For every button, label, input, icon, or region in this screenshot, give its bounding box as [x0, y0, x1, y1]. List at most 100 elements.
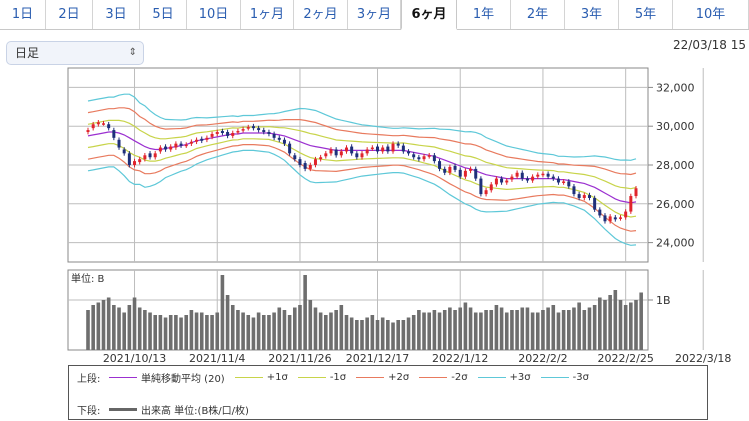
volume-bar [473, 312, 478, 350]
volume-bar [484, 310, 488, 350]
volume-bar [629, 302, 633, 350]
volume-bar [251, 317, 256, 350]
volume-bar [174, 315, 178, 350]
tab-3[interactable]: 5日 [140, 0, 187, 29]
volume-bar [277, 307, 282, 350]
candle-body [319, 157, 323, 160]
volume-bar [210, 315, 214, 350]
volume-bar [137, 307, 142, 350]
candle-body [396, 143, 400, 146]
volume-bar [308, 300, 313, 350]
volume-bar [442, 310, 447, 350]
candle-body [603, 215, 607, 222]
volume-bar [639, 292, 643, 350]
volume-unit-label: 単位: B [71, 272, 105, 285]
candle-body [376, 146, 380, 152]
candle-body [541, 173, 545, 176]
volume-bar [86, 310, 90, 350]
candle-body [158, 147, 162, 152]
candle-body [484, 190, 488, 195]
volume-bar [530, 312, 535, 350]
volume-bar [499, 307, 504, 350]
volume-bar [163, 317, 168, 350]
candle-body [153, 153, 157, 158]
tab-0[interactable]: 1日 [0, 0, 46, 29]
price-tick-label: 24,000 [656, 237, 695, 250]
volume-bar [391, 322, 395, 350]
legend-item-upper-4: -2σ [419, 370, 468, 385]
candle-body [329, 149, 333, 154]
volume-bar [122, 312, 126, 350]
tab-8[interactable]: 6ヶ月 [401, 0, 457, 30]
volume-bar [572, 307, 576, 350]
volume-bar [148, 312, 152, 350]
volume-bar [525, 307, 530, 350]
candle-body [138, 159, 142, 163]
candle-body [117, 139, 121, 148]
x-tick-label: 2022/1/12 [432, 352, 488, 365]
candle-body [350, 146, 354, 154]
candle-body [448, 166, 452, 173]
volume-bar [618, 300, 623, 350]
candle-body [505, 180, 509, 183]
price-tick-label: 26,000 [656, 198, 695, 211]
candle-body [618, 217, 622, 219]
tab-10[interactable]: 2年 [511, 0, 565, 29]
tab-4[interactable]: 10日 [187, 0, 241, 29]
legend-swatch [540, 376, 569, 378]
volume-bar [334, 310, 338, 350]
x-tick-label: 2022/2/25 [597, 352, 653, 365]
candle-body [174, 143, 178, 148]
tab-9[interactable]: 1年 [457, 0, 511, 29]
x-tick-label: 2022/2/2 [518, 352, 567, 365]
tab-1[interactable]: 2日 [46, 0, 93, 29]
legend-swatch [109, 376, 137, 378]
volume-bar [535, 312, 540, 350]
legend-swatch [419, 376, 448, 378]
tab-2[interactable]: 3日 [93, 0, 140, 29]
volume-bar [380, 317, 385, 350]
tab-7[interactable]: 3ヶ月 [348, 0, 401, 29]
legend-upper-items: 単純移動平均 (20) +1σ -1σ +2σ -2σ +3σ -3σ [109, 370, 599, 385]
candle-body [629, 196, 633, 212]
candle-body [386, 146, 390, 152]
volume-bar [448, 307, 452, 350]
bar-interval-select[interactable]: 日足 ⇕ [6, 41, 144, 65]
candle-body [391, 143, 395, 152]
band-plus1-line [87, 119, 637, 190]
candle-body [458, 169, 462, 177]
tab-5[interactable]: 1ヶ月 [241, 0, 294, 29]
candle-body [567, 181, 571, 187]
price-tick-label: 28,000 [656, 159, 695, 172]
candle-body [215, 132, 219, 134]
candle-body [407, 151, 411, 154]
band-minus2-line [87, 144, 637, 232]
tab-12[interactable]: 5年 [619, 0, 673, 29]
legend-item-upper-5: +3σ [477, 370, 531, 385]
legend-swatch [297, 376, 326, 378]
volume-bar [401, 320, 406, 350]
volume-bar [91, 305, 95, 350]
candle-body [339, 151, 343, 156]
candle-body [262, 130, 266, 133]
legend-swatch [234, 376, 263, 378]
tab-11[interactable]: 3年 [565, 0, 619, 29]
volume-bar [515, 310, 519, 350]
volume-bar [561, 310, 566, 350]
tab-6[interactable]: 2ヶ月 [294, 0, 348, 29]
x-tick-label: 2021/11/26 [268, 352, 331, 365]
candle-body [582, 195, 586, 198]
candle-body [438, 161, 442, 169]
legend-swatch [109, 407, 137, 411]
chevron-updown-icon: ⇕ [128, 47, 137, 58]
moving-average-line [87, 131, 637, 204]
legend-label: -3σ [572, 371, 589, 383]
candle-body [226, 132, 230, 136]
volume-bar [494, 305, 499, 350]
candle-body [288, 143, 292, 154]
candle-body [634, 188, 638, 197]
candle-body [494, 178, 498, 185]
candle-body [427, 155, 431, 157]
volume-bar [375, 320, 380, 350]
candle-body [463, 170, 467, 177]
